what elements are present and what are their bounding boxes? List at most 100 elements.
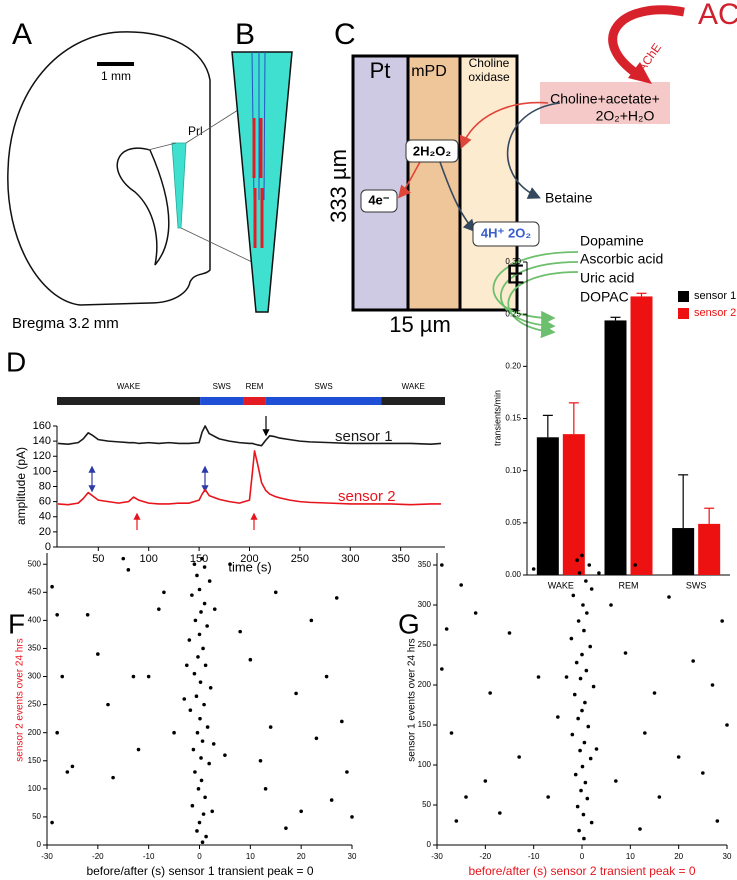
legend-label: sensor 2: [694, 307, 736, 319]
point: [201, 646, 205, 651]
point: [55, 730, 59, 735]
bar: [630, 296, 653, 575]
point: [440, 563, 444, 567]
arrow: [506, 102, 561, 199]
point: [193, 618, 198, 623]
y-tick-label: 40: [39, 511, 51, 523]
point: [720, 619, 724, 623]
x-tick-label: 30: [348, 852, 357, 861]
point: [194, 694, 199, 698]
point: [652, 691, 657, 695]
state-segment: [57, 397, 201, 405]
point: [205, 624, 209, 628]
bregma-label: Bregma 3.2 mm: [12, 315, 119, 332]
point: [201, 812, 206, 816]
point: [65, 770, 70, 774]
point: [591, 684, 596, 689]
peroxide-box: [405, 139, 459, 163]
point: [192, 671, 197, 676]
point: [157, 607, 161, 611]
point: [198, 716, 202, 721]
interferent: DOPAC: [580, 289, 629, 305]
y-tick-label: 250: [28, 700, 42, 709]
point: [202, 601, 207, 606]
point: [223, 753, 227, 757]
y-tick-label: 300: [28, 672, 42, 681]
panel-label: B: [235, 18, 255, 51]
point: [248, 657, 253, 662]
point: [200, 739, 205, 743]
point: [691, 659, 695, 663]
interferent: Ascorbic acid: [580, 251, 663, 267]
betaine: Betaine: [545, 190, 593, 206]
point: [459, 583, 463, 587]
point: [614, 779, 618, 783]
point: [195, 829, 199, 833]
point: [454, 819, 459, 823]
point: [573, 772, 578, 777]
panel-a: A 1 mm Prl Bregma 3.2 mm: [7, 18, 253, 332]
point: [205, 725, 210, 729]
point: [203, 795, 207, 800]
zoom-line: [180, 227, 253, 263]
legend-swatch: [678, 308, 689, 319]
height-label: 333 µm: [326, 149, 351, 223]
point: [483, 779, 488, 783]
point: [172, 730, 176, 735]
y-axis-label: amplitude (pA): [14, 447, 28, 525]
point: [444, 627, 449, 631]
point: [199, 778, 204, 783]
electrons: 4e⁻: [368, 192, 389, 207]
point: [345, 770, 349, 774]
x-tick-label: 200: [240, 553, 258, 565]
state-segment: [265, 397, 382, 405]
point: [686, 571, 691, 575]
point: [597, 571, 601, 575]
interferent: Uric acid: [580, 270, 634, 286]
point: [657, 795, 662, 799]
point: [121, 556, 126, 561]
ache-arrow: [608, 5, 685, 80]
point: [192, 562, 197, 567]
x-tick-label: -30: [431, 852, 443, 861]
point: [188, 708, 193, 713]
panel-label: A: [12, 18, 32, 51]
point: [580, 764, 585, 769]
x-axis-label: before/after (s) sensor 2 transient peak…: [468, 864, 695, 878]
x-tick-label: -10: [528, 852, 540, 861]
point: [50, 584, 54, 589]
x-tick-label: 30: [723, 852, 732, 861]
ach-label: ACh: [698, 0, 737, 31]
interferent: Dopamine: [580, 233, 644, 249]
y-tick-label: 60: [39, 496, 51, 508]
point: [576, 716, 580, 721]
y-tick-label: 0: [45, 541, 51, 553]
point: [536, 675, 541, 679]
point: [195, 730, 200, 735]
point: [531, 567, 536, 571]
y-tick-label: 100: [33, 465, 51, 477]
y-tick-label: 0.25: [505, 309, 521, 318]
point: [96, 652, 100, 656]
point: [575, 804, 580, 809]
point: [199, 610, 203, 614]
x-tick-label: -10: [143, 852, 155, 861]
point: [210, 809, 215, 814]
region-label: Prl: [188, 124, 203, 138]
point: [340, 719, 344, 724]
point: [676, 755, 681, 759]
y-tick-label: 20: [39, 526, 51, 538]
x-tick-label: 50: [92, 553, 104, 565]
series-label: sensor 1: [335, 428, 393, 445]
bar: [698, 523, 721, 575]
point: [202, 565, 207, 569]
point: [196, 655, 200, 659]
state-segment: [200, 397, 244, 405]
point: [582, 628, 586, 633]
layer-mpd: [408, 56, 460, 310]
layer-label: Choline: [469, 56, 510, 70]
series-label: sensor 2: [338, 488, 396, 505]
point: [294, 691, 298, 696]
y-axis-label: sensor 1 events over 24 hrs: [407, 638, 418, 761]
y-tick-label: 100: [28, 784, 42, 793]
